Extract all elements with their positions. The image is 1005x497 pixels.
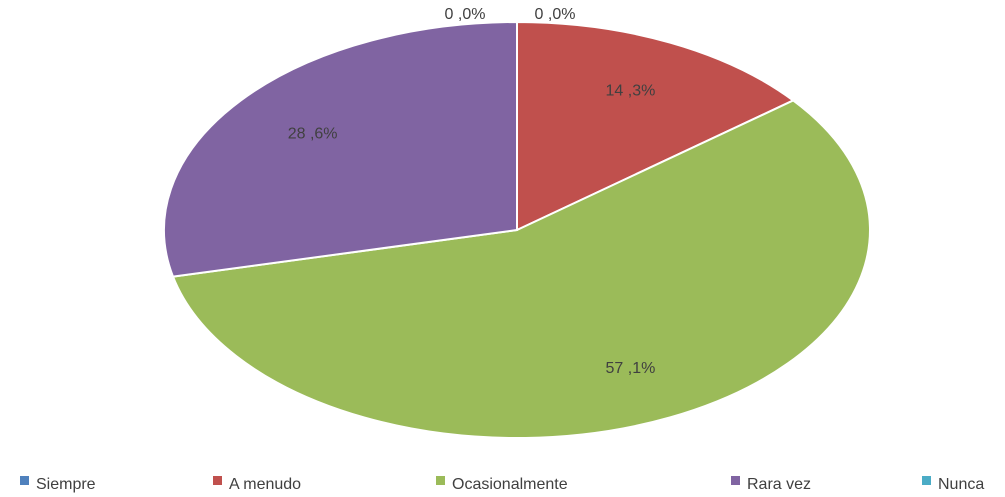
data-label: 57 ,1% <box>606 360 656 377</box>
legend-label: A menudo <box>229 476 301 493</box>
legend-swatch <box>436 476 445 485</box>
legend-swatch <box>213 476 222 485</box>
legend-label: Siempre <box>36 476 96 493</box>
data-label: 0 ,0% <box>445 6 486 23</box>
data-label: 28 ,6% <box>288 125 338 142</box>
legend-label: Ocasionalmente <box>452 476 568 493</box>
data-label: 14 ,3% <box>606 83 656 100</box>
legend-swatch <box>731 476 740 485</box>
legend-label: Rara vez <box>747 476 811 493</box>
legend-swatch <box>922 476 931 485</box>
pie-slice <box>516 20 796 232</box>
legend-label: Nunca <box>938 476 984 493</box>
pie-slice <box>163 20 518 278</box>
pie-slice <box>171 99 871 439</box>
data-label: 0 ,0% <box>535 6 576 23</box>
legend-swatch <box>20 476 29 485</box>
